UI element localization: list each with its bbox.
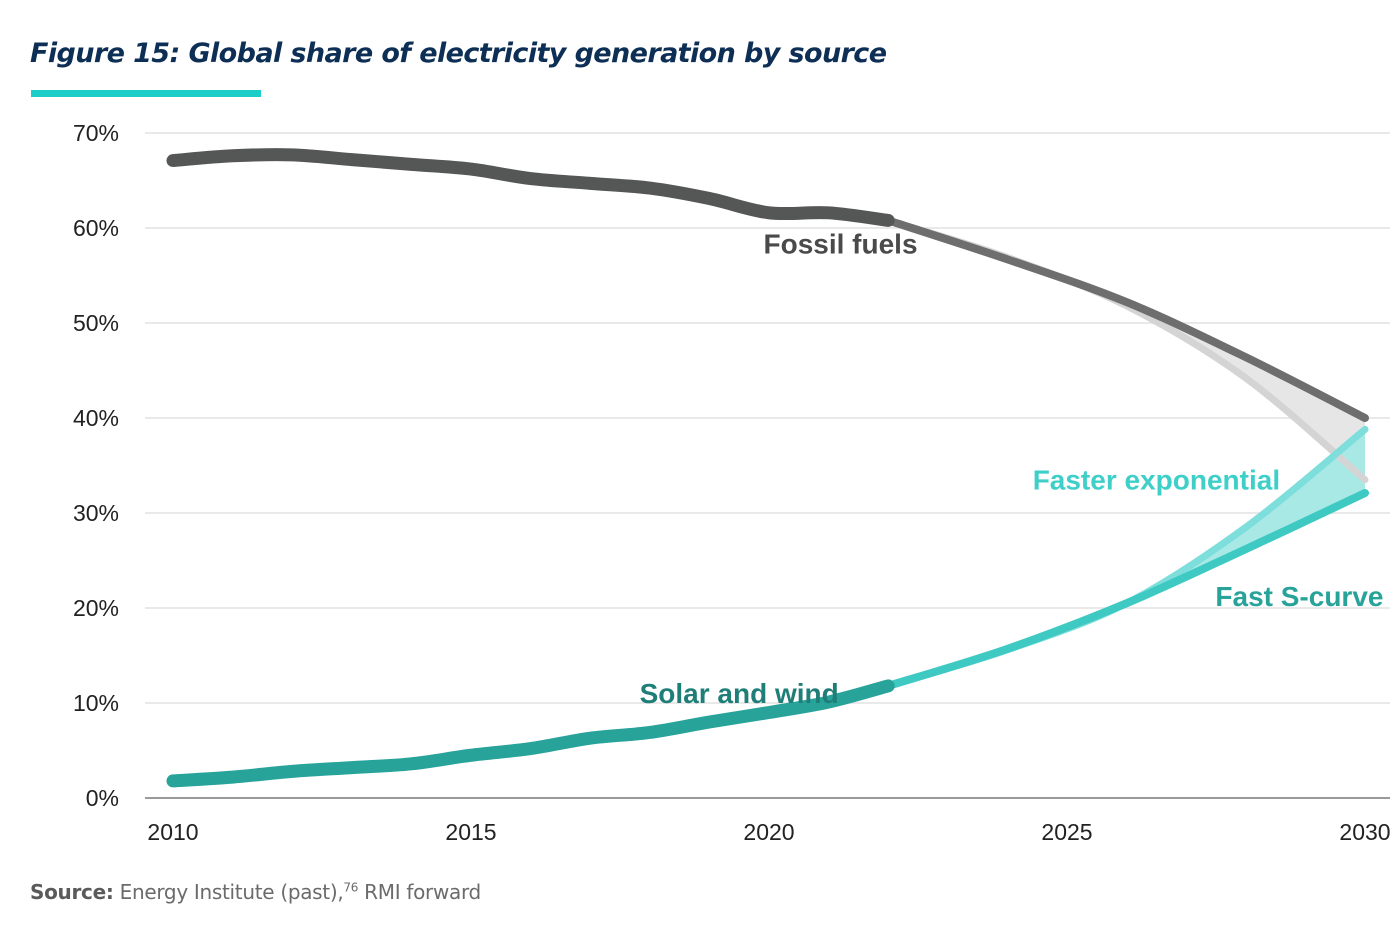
y-tick-label: 40% [73,405,119,431]
projection-bands [888,220,1365,686]
solar-wind-scurve-line [884,489,1369,690]
x-axis-ticks: 2010 2015 2020 2025 2030 [147,819,1390,845]
solar-wind-label: Solar and wind [640,678,839,709]
y-tick-label: 70% [73,120,119,146]
fossil-fuels-historical-line [166,148,895,227]
source-text-2: RMI forward [358,880,481,904]
figure-title: Figure 15: Global share of electricity g… [30,38,887,69]
y-tick-label: 10% [73,690,119,716]
y-tick-label: 20% [73,595,119,621]
x-tick-label: 2010 [147,819,198,845]
fossil-fuels-faster-line [884,216,1369,484]
fossil-projection-band [888,220,1365,480]
source-note: Source: Energy Institute (past),76 RMI f… [30,880,481,904]
y-axis-ticks: 0% 10% 20% 30% 40% 50% 60% 70% [73,120,119,811]
y-tick-label: 60% [73,215,119,241]
x-tick-label: 2025 [1041,819,1092,845]
y-tick-label: 50% [73,310,119,336]
series-lines [166,148,1369,788]
source-text: Energy Institute (past), [113,880,344,904]
y-tick-label: 0% [86,785,119,811]
annotations: Fossil fuels Solar and wind Faster exponen… [640,229,1384,709]
source-footnote: 76 [343,880,359,895]
faster-exponential-label: Faster exponential [1033,464,1280,495]
source-label: Source: [30,880,114,904]
y-tick-label: 30% [73,500,119,526]
gridlines [145,132,1390,799]
x-tick-label: 2020 [743,819,794,845]
title-accent-bar [31,90,261,97]
fossil-fuels-scurve-line [884,216,1369,422]
fossil-fuels-label: Fossil fuels [763,229,917,260]
x-tick-label: 2030 [1339,819,1390,845]
solar-wind-historical-line [166,679,895,788]
x-tick-label: 2015 [445,819,496,845]
fast-s-curve-label: Fast S-curve [1215,581,1383,612]
